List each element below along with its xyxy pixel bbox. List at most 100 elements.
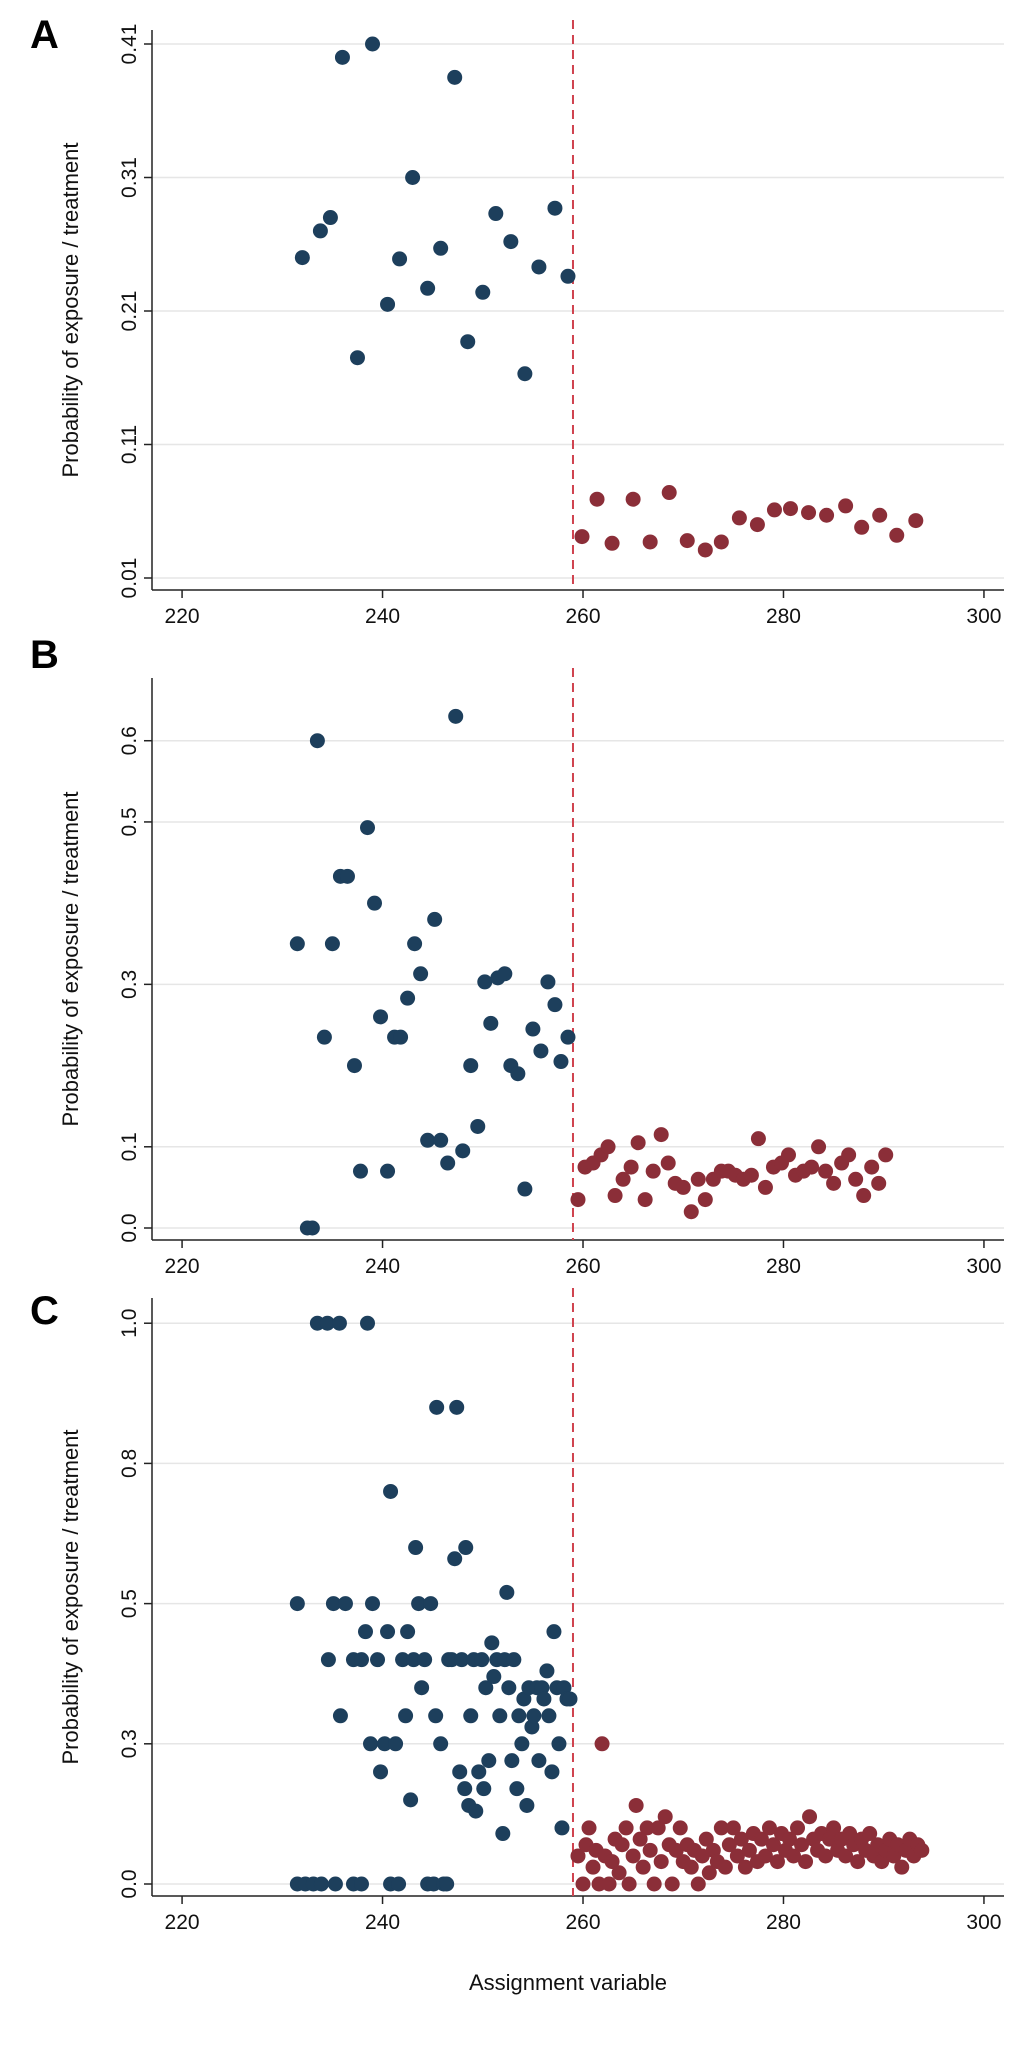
x-tick-label: 280: [766, 1255, 801, 1278]
point-below-cutoff: [514, 1736, 530, 1752]
point-below-cutoff: [478, 1680, 494, 1696]
point-below-cutoff: [400, 1624, 416, 1640]
point-below-cutoff: [420, 280, 436, 296]
point-above-cutoff: [781, 1831, 797, 1847]
point-above-cutoff: [713, 1820, 729, 1836]
point-above-cutoff: [570, 1192, 586, 1208]
y-tick-label: 0.01: [118, 558, 141, 599]
point-below-cutoff: [554, 1820, 570, 1836]
y-axis-label: Probability of exposure / treatment: [58, 791, 83, 1126]
point-above-cutoff: [856, 1188, 872, 1204]
point-below-cutoff: [403, 1792, 419, 1808]
point-below-cutoff: [526, 1708, 542, 1724]
point-above-cutoff: [848, 1171, 864, 1187]
panel-label: B: [30, 633, 59, 677]
x-tick-label: 240: [365, 605, 400, 628]
y-tick-label: 0.8: [118, 1449, 141, 1478]
point-below-cutoff: [391, 1876, 407, 1892]
point-above-cutoff: [872, 507, 888, 523]
point-below-cutoff: [353, 1652, 369, 1668]
y-tick-label: 0.0: [118, 1869, 141, 1898]
point-below-cutoff: [304, 1220, 320, 1236]
y-tick-label: 0.3: [118, 970, 141, 999]
point-above-cutoff: [683, 1859, 699, 1875]
point-above-cutoff: [864, 1159, 880, 1175]
point-below-cutoff: [447, 69, 463, 85]
point-below-cutoff: [560, 268, 576, 284]
point-above-cutoff: [818, 1163, 834, 1179]
y-axis-label: Probability of exposure / treatment: [58, 142, 83, 477]
point-above-cutoff: [675, 1179, 691, 1195]
point-below-cutoff: [289, 936, 305, 952]
y-tick-label: 0.41: [118, 24, 141, 65]
point-below-cutoff: [423, 1596, 439, 1612]
point-above-cutoff: [862, 1826, 878, 1842]
point-above-cutoff: [854, 519, 870, 535]
point-above-cutoff: [794, 1837, 810, 1853]
y-tick-label: 0.0: [118, 1213, 141, 1242]
panel-B: B 0.0 0.1 0.3 0.5 0.6 220 240 260 280 300 Probabili…: [30, 633, 1004, 1278]
point-above-cutoff: [611, 1865, 627, 1881]
point-below-cutoff: [452, 1764, 468, 1780]
point-above-cutoff: [757, 1848, 773, 1864]
point-below-cutoff: [332, 1708, 348, 1724]
x-tick-label: 240: [365, 1911, 400, 1934]
point-below-cutoff: [517, 366, 533, 382]
y-tick-label: 0.5: [118, 1589, 141, 1618]
x-tick-label: 220: [165, 1911, 200, 1934]
point-above-cutoff: [642, 1842, 658, 1858]
point-above-cutoff: [850, 1854, 866, 1870]
point-below-cutoff: [320, 1652, 336, 1668]
point-above-cutoff: [750, 1131, 766, 1147]
point-below-cutoff: [471, 1764, 487, 1780]
point-below-cutoff: [325, 1596, 341, 1612]
point-above-cutoff: [769, 1854, 785, 1870]
point-above-cutoff: [894, 1859, 910, 1875]
point-above-cutoff: [871, 1175, 887, 1191]
point-below-cutoff: [398, 1708, 414, 1724]
x-tick-label: 220: [165, 605, 200, 628]
point-below-cutoff: [316, 1029, 332, 1045]
point-below-cutoff: [370, 1652, 386, 1668]
point-below-cutoff: [358, 1624, 374, 1640]
point-below-cutoff: [458, 1540, 474, 1556]
x-tick-label: 300: [966, 605, 1001, 628]
point-below-cutoff: [360, 820, 376, 836]
point-above-cutoff: [625, 491, 641, 507]
point-below-cutoff: [509, 1781, 525, 1797]
y-tick-label: 0.6: [118, 726, 141, 755]
point-above-cutoff: [826, 1175, 842, 1191]
y-tick-label: 1.0: [118, 1309, 141, 1338]
point-above-cutoff: [664, 1876, 680, 1892]
point-above-cutoff: [798, 1854, 814, 1870]
point-above-cutoff: [914, 1842, 930, 1858]
point-below-cutoff: [313, 1876, 329, 1892]
point-above-cutoff: [749, 517, 765, 533]
point-above-cutoff: [645, 1163, 661, 1179]
point-below-cutoff: [497, 966, 513, 982]
x-tick-label: 260: [565, 1255, 600, 1278]
point-below-cutoff: [534, 1680, 550, 1696]
point-above-cutoff: [653, 1854, 669, 1870]
x-axis-label: Assignment variable: [469, 1970, 667, 1995]
point-above-cutoff: [672, 1820, 688, 1836]
point-above-cutoff: [653, 1127, 669, 1143]
panel-C: C 0.0 0.3 0.5 0.8 1.0 220 240 260 280 300 Probabili…: [30, 1288, 1004, 1995]
point-below-cutoff: [503, 234, 519, 250]
point-above-cutoff: [729, 1848, 745, 1864]
point-above-cutoff: [743, 1167, 759, 1183]
point-below-cutoff: [395, 1652, 411, 1668]
point-above-cutoff: [801, 505, 817, 521]
point-above-cutoff: [618, 1820, 634, 1836]
point-above-cutoff: [632, 1831, 648, 1847]
point-below-cutoff: [393, 1029, 409, 1045]
point-above-cutoff: [721, 1837, 737, 1853]
point-below-cutoff: [560, 1029, 576, 1045]
point-below-cutoff: [327, 1876, 343, 1892]
point-above-cutoff: [818, 1848, 834, 1864]
point-above-cutoff: [819, 507, 835, 523]
panel-label: C: [30, 1289, 59, 1333]
point-above-cutoff: [804, 1159, 820, 1175]
point-above-cutoff: [782, 501, 798, 517]
point-below-cutoff: [309, 733, 325, 749]
